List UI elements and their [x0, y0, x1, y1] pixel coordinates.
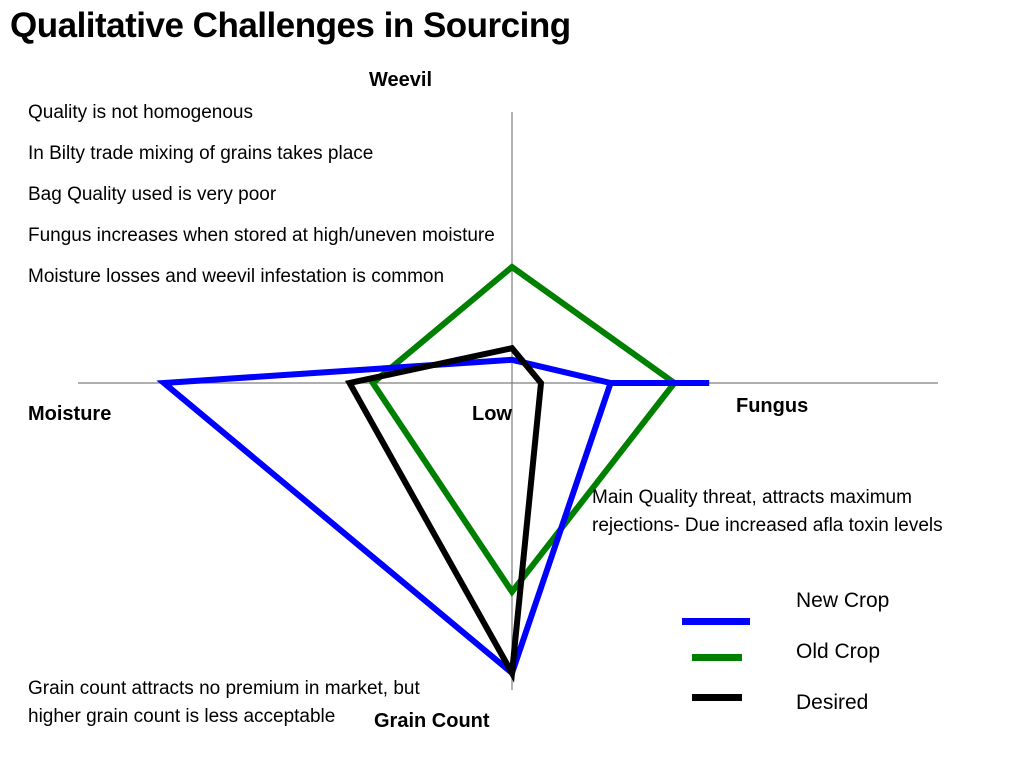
legend-label-desired: Desired	[796, 691, 869, 714]
series-old-crop-polygon	[368, 263, 679, 597]
legend-item-old-crop: Old Crop	[680, 636, 980, 676]
legend-swatch-old-crop	[692, 654, 742, 661]
chart-legend: New Crop Old Crop Desired	[680, 585, 980, 725]
legend-label-new-crop: New Crop	[796, 589, 890, 612]
legend-item-desired: Desired	[680, 687, 980, 727]
grain-annotation-line: Grain count attracts no premium in marke…	[28, 678, 420, 699]
grain-annotation-line: higher grain count is less acceptable	[28, 706, 336, 727]
legend-swatch-desired	[692, 694, 742, 701]
fungus-annotation-line: Main Quality threat, attracts maximum	[592, 487, 912, 508]
axis-label-grain-count: Grain Count	[374, 710, 490, 732]
axis-label-moisture: Moisture	[28, 403, 112, 425]
note-item: Moisture losses and weevil infestation i…	[28, 266, 445, 287]
center-label-low: Low	[472, 403, 512, 425]
grain-count-annotation: Grain count attracts no premium in marke…	[28, 675, 420, 731]
series-desired-polygon	[344, 344, 545, 683]
chart-series	[156, 263, 710, 683]
axis-label-fungus: Fungus	[736, 395, 809, 417]
fungus-annotation: Main Quality threat, attracts maximum re…	[592, 484, 943, 540]
legend-swatch-new-crop	[682, 618, 750, 625]
fungus-annotation-line: rejections- Due increased afla toxin lev…	[592, 515, 943, 536]
note-item: Bag Quality used is very poor	[28, 184, 277, 205]
legend-label-old-crop: Old Crop	[796, 640, 881, 663]
axis-label-weevil: Weevil	[369, 69, 432, 91]
slide-title: Qualitative Challenges in Sourcing	[10, 6, 571, 45]
notes-list: Quality is not homogenous In Bilty trade…	[28, 101, 495, 306]
note-item: Quality is not homogenous	[28, 102, 253, 123]
note-item: In Bilty trade mixing of grains takes pl…	[28, 143, 374, 164]
legend-item-new-crop: New Crop	[680, 585, 980, 625]
note-item: Fungus increases when stored at high/une…	[28, 225, 495, 246]
